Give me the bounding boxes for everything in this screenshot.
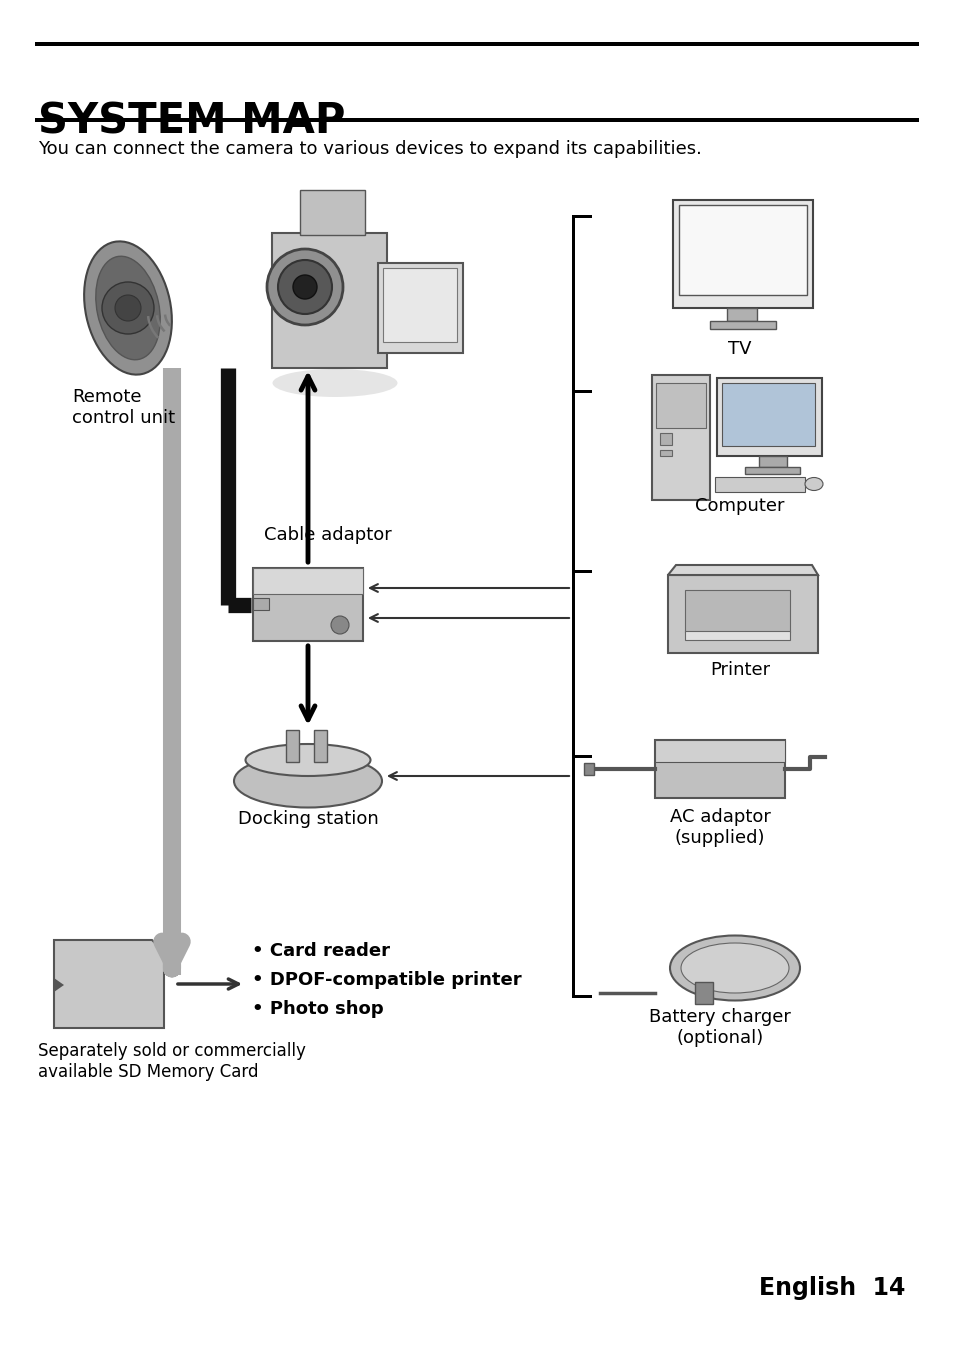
Ellipse shape (95, 257, 160, 359)
FancyBboxPatch shape (253, 568, 363, 642)
Circle shape (277, 260, 332, 313)
FancyBboxPatch shape (382, 268, 456, 342)
FancyBboxPatch shape (759, 456, 786, 467)
FancyBboxPatch shape (655, 740, 784, 798)
Ellipse shape (233, 755, 381, 807)
FancyBboxPatch shape (667, 576, 817, 654)
Circle shape (293, 274, 316, 299)
Text: Separately sold or commercially
available SD Memory Card: Separately sold or commercially availabl… (38, 1042, 306, 1081)
FancyBboxPatch shape (684, 631, 789, 640)
Ellipse shape (245, 744, 370, 776)
FancyBboxPatch shape (744, 467, 800, 473)
Text: • Card reader
• DPOF-compatible printer
• Photo shop: • Card reader • DPOF-compatible printer … (252, 941, 521, 1018)
FancyBboxPatch shape (377, 264, 462, 352)
FancyBboxPatch shape (659, 451, 671, 456)
Text: Battery charger
(optional): Battery charger (optional) (648, 1007, 790, 1046)
Ellipse shape (669, 936, 800, 1001)
Polygon shape (667, 565, 817, 576)
Text: AC adaptor
(supplied): AC adaptor (supplied) (669, 808, 770, 847)
FancyBboxPatch shape (572, 390, 592, 393)
FancyBboxPatch shape (672, 200, 812, 308)
Text: Docking station: Docking station (237, 810, 378, 829)
FancyBboxPatch shape (572, 215, 592, 218)
FancyBboxPatch shape (572, 995, 592, 998)
FancyBboxPatch shape (651, 375, 709, 500)
Text: SYSTEM MAP: SYSTEM MAP (38, 100, 345, 143)
Text: You can connect the camera to various devices to expand its capabilities.: You can connect the camera to various de… (38, 140, 701, 157)
Text: English  14: English 14 (758, 1276, 904, 1301)
FancyBboxPatch shape (679, 204, 806, 295)
Circle shape (102, 282, 153, 334)
FancyBboxPatch shape (656, 383, 705, 428)
FancyBboxPatch shape (655, 740, 784, 763)
FancyBboxPatch shape (684, 590, 789, 632)
Ellipse shape (273, 369, 397, 397)
FancyBboxPatch shape (572, 755, 592, 759)
FancyBboxPatch shape (35, 42, 918, 46)
FancyBboxPatch shape (572, 215, 575, 995)
Circle shape (267, 249, 343, 325)
FancyBboxPatch shape (695, 982, 712, 1003)
Circle shape (331, 616, 349, 633)
FancyBboxPatch shape (721, 383, 814, 447)
FancyBboxPatch shape (314, 730, 327, 763)
FancyBboxPatch shape (299, 190, 365, 235)
Text: Printer: Printer (709, 660, 769, 679)
FancyBboxPatch shape (714, 477, 804, 492)
Ellipse shape (84, 241, 172, 375)
Text: Computer: Computer (695, 498, 784, 515)
Text: Remote
control unit: Remote control unit (71, 387, 175, 426)
Text: TV: TV (727, 340, 751, 358)
FancyBboxPatch shape (572, 570, 592, 573)
Text: Cable adaptor: Cable adaptor (264, 526, 392, 543)
FancyBboxPatch shape (709, 321, 775, 330)
Circle shape (115, 295, 141, 321)
FancyBboxPatch shape (35, 118, 918, 122)
FancyBboxPatch shape (253, 568, 363, 594)
FancyBboxPatch shape (253, 599, 269, 611)
Polygon shape (54, 940, 164, 1028)
Ellipse shape (804, 477, 822, 491)
FancyBboxPatch shape (583, 763, 594, 775)
FancyBboxPatch shape (272, 233, 387, 369)
Polygon shape (54, 978, 64, 993)
FancyBboxPatch shape (717, 378, 821, 456)
FancyBboxPatch shape (659, 433, 671, 445)
FancyBboxPatch shape (286, 730, 298, 763)
Ellipse shape (680, 943, 788, 993)
FancyBboxPatch shape (726, 308, 757, 321)
